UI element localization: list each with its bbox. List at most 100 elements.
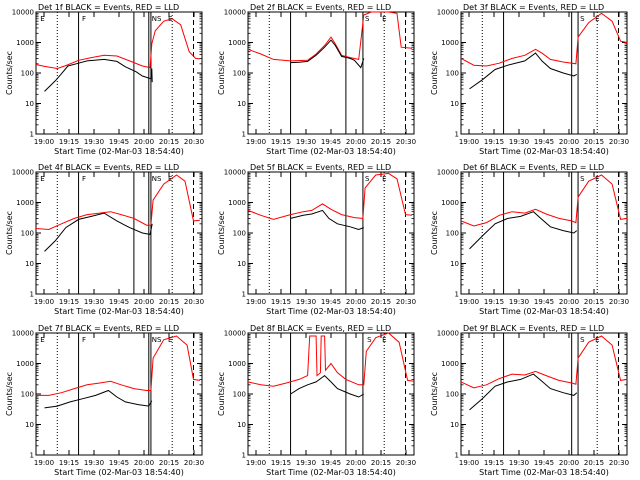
x-tick-label: 20:30 bbox=[396, 459, 416, 467]
y-tick-label: 1000 bbox=[228, 39, 246, 47]
marker-label: S bbox=[365, 175, 370, 183]
x-tick-label: 20:30 bbox=[184, 138, 204, 146]
y-axis-label: Counts/sec bbox=[5, 372, 14, 416]
x-tick-label: 19:00 bbox=[34, 138, 54, 146]
y-tick-label: 1 bbox=[242, 452, 246, 460]
marker-label: E bbox=[382, 175, 386, 183]
plot-frame bbox=[247, 332, 415, 456]
y-tick-label: 10000 bbox=[224, 9, 246, 17]
series-lld bbox=[247, 172, 412, 220]
y-tick-label: 100 bbox=[446, 230, 459, 238]
x-tick-label: 19:30 bbox=[84, 459, 104, 467]
y-tick-label: 1 bbox=[242, 291, 246, 299]
marker-label: NS bbox=[152, 336, 162, 344]
y-tick-label: 10 bbox=[25, 421, 34, 429]
marker-label: E bbox=[382, 336, 386, 344]
y-tick-label: 1000 bbox=[16, 360, 34, 368]
panel-5f: Det 5f BLACK = Events, RED = LLD 1 10 100 10… bbox=[217, 163, 416, 316]
x-tick-label: 20:30 bbox=[184, 298, 204, 306]
x-tick-label: 20:30 bbox=[396, 138, 416, 146]
y-tick-label: 10000 bbox=[437, 169, 459, 177]
marker-label: NS bbox=[152, 15, 162, 23]
y-axis-label: Counts/sec bbox=[430, 51, 439, 95]
x-tick-label: 19:15 bbox=[59, 138, 79, 146]
x-tick-label: 20:30 bbox=[609, 298, 629, 306]
x-axis-label: Start Time (02-Mar-03 18:54:40) bbox=[54, 307, 184, 316]
y-tick-label: 1 bbox=[242, 131, 246, 139]
x-tick-label: 19:15 bbox=[271, 459, 291, 467]
x-tick-label: 19:15 bbox=[271, 138, 291, 146]
x-tick-label: 20:15 bbox=[584, 298, 604, 306]
y-tick-label: 10 bbox=[25, 260, 34, 268]
series-events bbox=[469, 211, 578, 250]
series-events bbox=[290, 209, 364, 231]
x-tick-label: 19:30 bbox=[509, 459, 529, 467]
x-tick-label: 19:30 bbox=[296, 298, 316, 306]
x-tick-label: 20:00 bbox=[559, 459, 579, 467]
marker-label: S bbox=[365, 15, 370, 23]
x-axis-label: Start Time (02-Mar-03 18:54:40) bbox=[266, 468, 396, 477]
y-axis-label: Counts/sec bbox=[430, 372, 439, 416]
panel-title: Det 1f BLACK = Events, RED = LLD bbox=[38, 3, 179, 12]
y-tick-label: 10000 bbox=[12, 9, 34, 17]
y-tick-label: 1000 bbox=[16, 39, 34, 47]
x-tick-label: 19:00 bbox=[34, 298, 54, 306]
x-axis-label: Start Time (02-Mar-03 18:54:40) bbox=[266, 147, 396, 156]
panel-title: Det 8f BLACK = Events, RED = LLD bbox=[250, 324, 391, 333]
series-events bbox=[44, 389, 153, 409]
y-tick-label: 1 bbox=[30, 131, 34, 139]
x-tick-label: 19:15 bbox=[484, 459, 504, 467]
marker-label: S bbox=[367, 336, 372, 344]
panel-4f: Det 4f BLACK = Events, RED = LLD 1 10 100 10… bbox=[5, 163, 204, 316]
x-axis-label: Start Time (02-Mar-03 18:54:40) bbox=[266, 307, 396, 316]
x-tick-label: 19:00 bbox=[246, 138, 266, 146]
marker-label: E bbox=[382, 15, 386, 23]
x-tick-label: 19:00 bbox=[246, 459, 266, 467]
marker-label: S bbox=[580, 15, 585, 23]
x-tick-label: 19:45 bbox=[109, 459, 129, 467]
y-tick-label: 10 bbox=[237, 100, 246, 108]
x-axis-label: Start Time (02-Mar-03 18:54:40) bbox=[479, 147, 609, 156]
x-tick-label: 20:30 bbox=[609, 138, 629, 146]
panel-title: Det 7f BLACK = Events, RED = LLD bbox=[38, 324, 179, 333]
y-tick-label: 10 bbox=[450, 100, 459, 108]
series-events bbox=[469, 52, 578, 90]
y-tick-label: 100 bbox=[233, 391, 246, 399]
plot-frame bbox=[247, 11, 415, 135]
panel-7f: Det 7f BLACK = Events, RED = LLD 1 10 100 10… bbox=[5, 324, 204, 477]
y-tick-label: 100 bbox=[21, 70, 34, 78]
panel-title: Det 9f BLACK = Events, RED = LLD bbox=[463, 324, 604, 333]
x-tick-label: 19:30 bbox=[84, 138, 104, 146]
y-axis-label: Counts/sec bbox=[430, 211, 439, 255]
y-tick-label: 100 bbox=[21, 391, 34, 399]
y-tick-label: 10000 bbox=[12, 330, 34, 338]
y-tick-label: 100 bbox=[233, 230, 246, 238]
x-tick-label: 20:15 bbox=[371, 138, 391, 146]
x-tick-label: 20:00 bbox=[134, 138, 154, 146]
series-lld bbox=[460, 335, 628, 389]
series-lld bbox=[460, 174, 628, 227]
x-tick-label: 19:45 bbox=[109, 298, 129, 306]
y-axis-label: Counts/sec bbox=[217, 372, 226, 416]
x-tick-label: 19:45 bbox=[109, 138, 129, 146]
y-tick-label: 1000 bbox=[228, 360, 246, 368]
x-tick-label: 19:15 bbox=[484, 298, 504, 306]
y-tick-label: 1 bbox=[455, 291, 459, 299]
y-tick-label: 10 bbox=[450, 260, 459, 268]
y-tick-label: 1 bbox=[30, 452, 34, 460]
panel-6f: Det 6f BLACK = Events, RED = LLD 1 10 100 10… bbox=[430, 163, 629, 316]
y-tick-label: 10000 bbox=[224, 330, 246, 338]
y-tick-label: 10 bbox=[237, 421, 246, 429]
y-tick-label: 10000 bbox=[224, 169, 246, 177]
x-tick-label: 20:30 bbox=[609, 459, 629, 467]
marker-label: E bbox=[168, 336, 172, 344]
x-tick-label: 19:30 bbox=[296, 138, 316, 146]
x-tick-label: 20:15 bbox=[371, 298, 391, 306]
y-tick-label: 100 bbox=[233, 70, 246, 78]
y-axis-label: Counts/sec bbox=[5, 51, 14, 95]
x-tick-label: 19:45 bbox=[321, 298, 341, 306]
plot-frame bbox=[460, 11, 628, 135]
plot-frame bbox=[35, 11, 203, 135]
panel-1f: Det 1f BLACK = Events, RED = LLD 1 10 100 10… bbox=[5, 3, 204, 156]
